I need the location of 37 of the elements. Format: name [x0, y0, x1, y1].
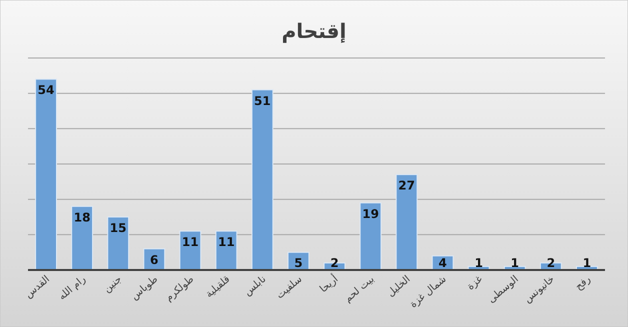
- bar: [360, 202, 382, 270]
- data-label: 2: [330, 256, 339, 270]
- x-tick-label: جنين: [102, 274, 124, 296]
- data-label: 4: [438, 256, 447, 270]
- data-label: 19: [362, 206, 379, 221]
- data-label: 1: [474, 256, 483, 270]
- x-tick-label: رام الله: [56, 274, 88, 303]
- bar: [251, 89, 274, 270]
- data-label: 54: [38, 83, 54, 98]
- x-tick-label: نابلس: [242, 274, 268, 298]
- data-label: 15: [110, 221, 127, 235]
- data-label: 11: [218, 235, 235, 250]
- bar: [107, 216, 130, 270]
- data-label: 5: [294, 256, 303, 270]
- x-tick-label: غزة: [465, 274, 485, 293]
- data-label: 18: [74, 210, 90, 224]
- data-label: 27: [398, 178, 416, 193]
- x-tick-label: قلقيلية: [204, 274, 232, 300]
- bar: [35, 78, 57, 270]
- data-label: 51: [254, 94, 271, 108]
- data-label: 11: [182, 235, 199, 250]
- x-tick-label: الوسطى: [486, 274, 521, 306]
- x-tick-label: خانيونس: [522, 274, 557, 306]
- x-tick-label: طوباس: [129, 274, 160, 302]
- x-tick-label: رفح: [574, 274, 594, 293]
- x-tick-label: طولكرم: [164, 274, 196, 304]
- data-label: 6: [150, 252, 158, 267]
- bar: [396, 174, 418, 270]
- x-tick-label: أريحا: [316, 272, 341, 296]
- data-label: 1: [582, 256, 592, 270]
- x-tick-label: القدس: [23, 274, 52, 301]
- x-tick-label: بيت لحم: [342, 274, 377, 305]
- data-label: 2: [546, 256, 556, 270]
- data-label: 1: [510, 256, 520, 270]
- chart-title: إقتحام: [282, 19, 346, 43]
- x-tick-label: سلفيت: [274, 274, 304, 302]
- bar: [71, 206, 94, 270]
